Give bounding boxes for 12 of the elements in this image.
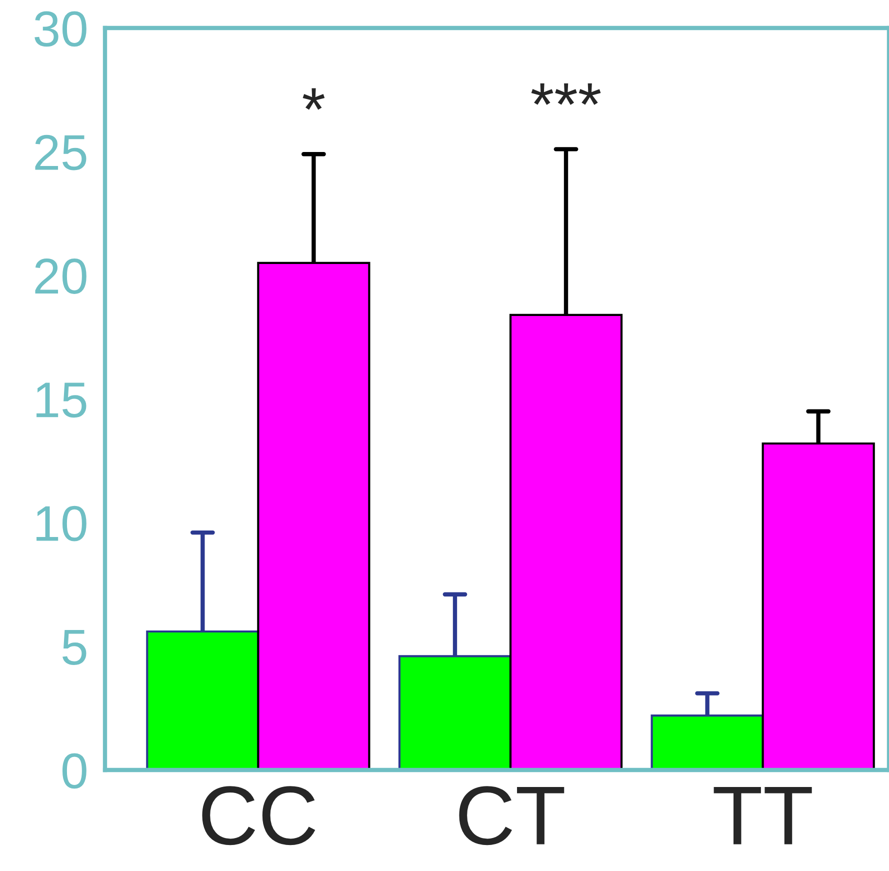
- x-tick-label: CT: [459, 786, 564, 846]
- y-tick-label: 25: [35, 134, 86, 170]
- y-tick-label: 30: [34, 11, 86, 47]
- x-tick-label: CC: [202, 786, 316, 846]
- annotation: *: [302, 88, 325, 110]
- y-tick-label: 15: [36, 382, 86, 418]
- y-tick-label: 5: [62, 630, 86, 665]
- y-tick-label: 0: [62, 753, 86, 789]
- x-tick-label: TT: [714, 786, 812, 844]
- y-tick-label: 10: [36, 506, 86, 542]
- y-tick-label: 20: [35, 258, 86, 294]
- annotation: ***: [531, 83, 601, 105]
